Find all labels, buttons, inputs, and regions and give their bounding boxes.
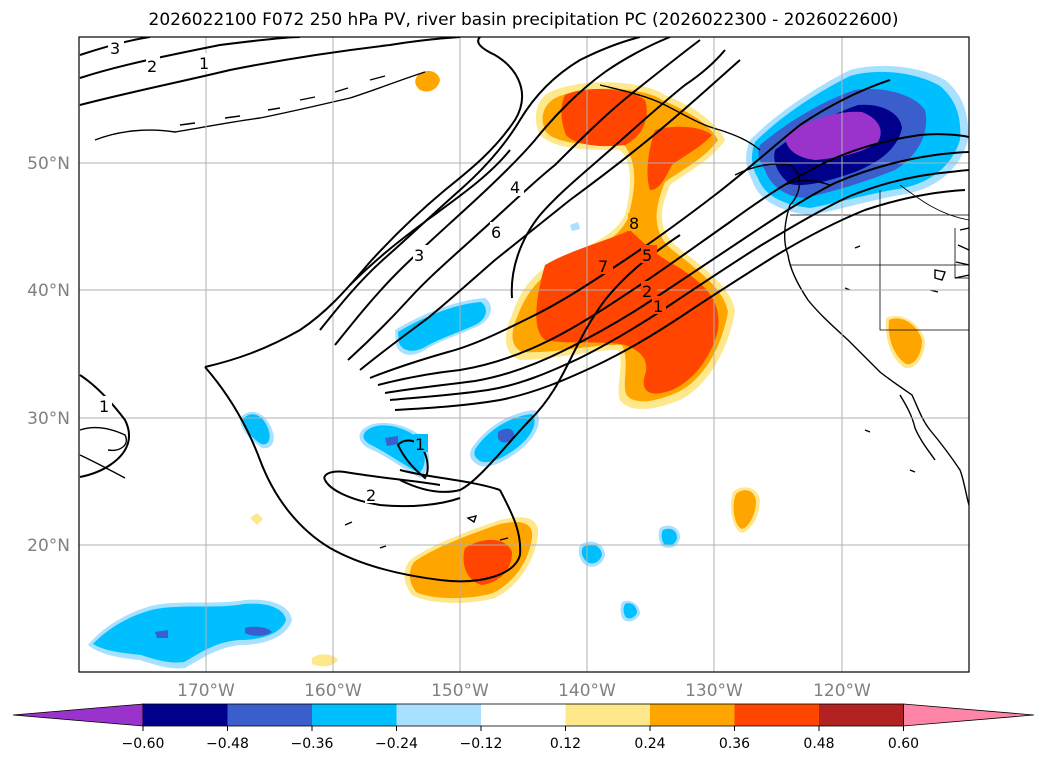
contour-label: 7: [598, 257, 608, 276]
colorbar-frame: [142, 703, 904, 727]
contour-labels: 3 2 1 4 6 3 8 7 5 2 1 1 1 2: [98, 38, 666, 505]
colorbar-swatch: [819, 704, 904, 726]
colorbar-swatch: [227, 704, 313, 726]
contour-label: 5: [642, 246, 652, 265]
contour-label: 1: [99, 397, 109, 416]
colorbar-tick-label: −0.36: [291, 736, 334, 752]
colorbar-tick-label: −0.12: [460, 736, 503, 752]
colorbar-swatch: [650, 704, 735, 726]
state-borders: [790, 184, 969, 331]
contour-label: 6: [491, 223, 501, 242]
contour-label: 1: [653, 297, 663, 316]
contour-label: 8: [629, 214, 639, 233]
map-plot-area: 3 2 1 4 6 3 8 7 5 2 1 1 1 2: [79, 37, 969, 672]
colorbar-extend-min: [12, 703, 144, 727]
contour-label: 3: [414, 246, 424, 265]
contour-label: 4: [510, 178, 520, 197]
colorbar-extend-max: [903, 703, 1035, 727]
colorbar-swatch: [481, 704, 566, 726]
colorbar-tick-label: −0.48: [206, 736, 249, 752]
colorbar-tick-label: 0.12: [550, 736, 581, 752]
contour-label: 2: [642, 282, 652, 301]
colorbar-tick-label: −0.60: [122, 736, 165, 752]
lat-label: 30°N: [27, 409, 70, 429]
lon-label: 120°W: [813, 681, 871, 701]
map-title: 2026022100 F072 250 hPa PV, river basin …: [148, 10, 899, 30]
lon-label: 170°W: [177, 681, 235, 701]
colorbar-swatch: [396, 704, 482, 726]
map-frame: [78, 36, 970, 673]
colorbar-tick-label: −0.24: [375, 736, 418, 752]
lon-label: 160°W: [304, 681, 362, 701]
colorbar-swatch: [565, 704, 651, 726]
lat-label: 20°N: [27, 536, 70, 556]
lat-label: 40°N: [27, 281, 70, 301]
contour-label: 2: [147, 57, 157, 76]
contour-label: 3: [110, 39, 120, 58]
pv-contours: [79, 37, 969, 583]
longitude-labels: 170°W 160°W 150°W 140°W 130°W 120°W: [177, 681, 871, 701]
gridlines: [79, 37, 969, 672]
colorbar-tick-label: 0.36: [719, 736, 750, 752]
latitude-labels: 50°N 40°N 30°N 20°N: [27, 154, 70, 556]
lon-label: 150°W: [431, 681, 489, 701]
contour-label: 2: [366, 486, 376, 505]
lon-label: 140°W: [558, 681, 616, 701]
lat-label: 50°N: [27, 154, 70, 174]
colorbar-swatch: [734, 704, 820, 726]
colorbar: −0.60 −0.48 −0.36 −0.24 −0.12 0.12 0.24 0.36 0.4…: [12, 703, 1035, 752]
colorbar-tick-label: 0.24: [634, 736, 665, 752]
contour-label: 1: [199, 54, 209, 73]
colorbar-tick-label: 0.48: [803, 736, 834, 752]
lon-label: 130°W: [685, 681, 743, 701]
colorbar-swatch: [312, 704, 397, 726]
colorbar-swatch: [143, 704, 228, 726]
contour-label: 1: [415, 435, 425, 454]
colorbar-tick-label: 0.60: [888, 736, 919, 752]
